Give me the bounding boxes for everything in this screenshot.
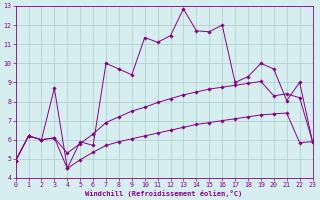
X-axis label: Windchill (Refroidissement éolien,°C): Windchill (Refroidissement éolien,°C) — [85, 190, 243, 197]
